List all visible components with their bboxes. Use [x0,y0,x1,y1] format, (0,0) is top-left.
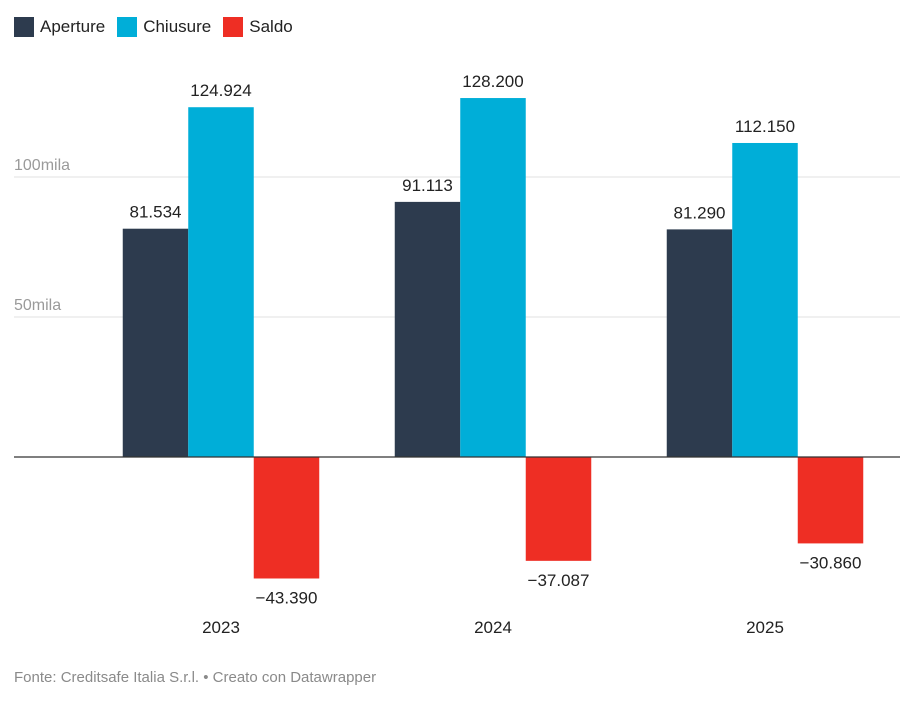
legend-label-chiusure: Chiusure [143,17,212,36]
legend: Aperture Chiusure Saldo [14,17,293,37]
legend-item-aperture: Aperture [14,17,105,37]
legend-item-chiusure: Chiusure [117,17,211,37]
value-label-chiusure-2024: 128.200 [462,72,523,91]
value-label-saldo-2023: −43.390 [256,588,318,607]
value-label-aperture-2025: 81.290 [674,203,726,222]
legend-swatch-chiusure [117,17,138,37]
legend-label-aperture: Aperture [40,17,106,36]
y-tick-label: 50mila [14,297,61,314]
bar-aperture-2024 [394,201,461,457]
value-label-saldo-2024: −37.087 [528,571,590,590]
bar-chiusure-2025 [732,142,798,458]
y-tick-label: 100mila [14,157,70,174]
value-label-aperture-2023: 81.534 [130,203,182,222]
legend-label-saldo: Saldo [249,17,293,36]
bar-aperture-2023 [122,228,189,457]
bar-chiusure-2023 [188,107,254,457]
source-footer: Fonte: Creditsafe Italia S.r.l. • Creato… [14,669,377,686]
value-label-aperture-2024: 91.113 [402,176,453,195]
value-label-chiusure-2023: 124.924 [190,81,251,100]
bar-saldo-2025 [797,457,864,544]
bar-aperture-2025 [666,229,733,457]
value-label-chiusure-2025: 112.150 [735,117,795,136]
x-tick-label-2023: 2023 [202,618,240,637]
value-label-saldo-2025: −30.860 [800,553,862,572]
bar-chiusure-2024 [460,98,526,457]
bar-saldo-2023 [253,457,320,579]
legend-swatch-saldo [223,17,244,37]
x-tick-label-2025: 2025 [746,618,784,637]
bar-layer [122,98,864,579]
legend-item-saldo: Saldo [223,17,293,37]
x-tick-label-2024: 2024 [474,618,512,637]
label-layer: 81.534 91.113 81.290 124.924 128.200 112.150 −… [14,72,900,637]
bar-saldo-2024 [525,457,592,561]
legend-swatch-aperture [14,17,34,37]
